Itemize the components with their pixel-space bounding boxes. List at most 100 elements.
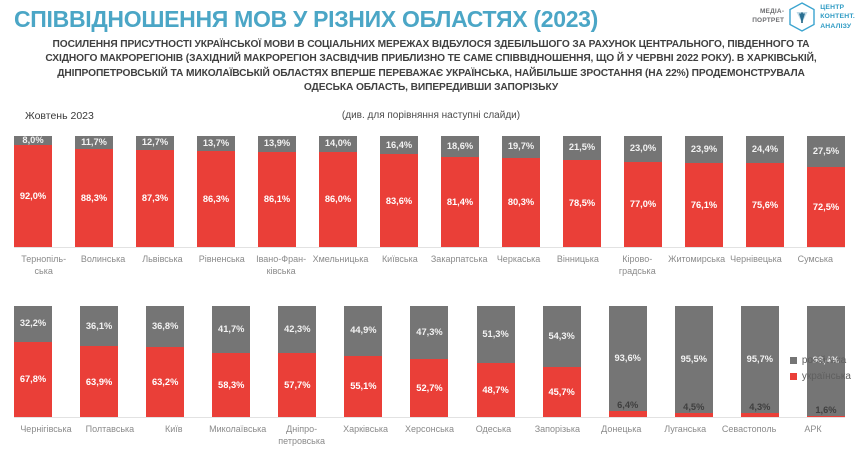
axis-tick-label: Миколаївська [209, 424, 267, 434]
stacked-bar[interactable]: 8,0% 92,0% [14, 134, 52, 248]
stacked-bar[interactable]: 14,0% 86,0% [319, 136, 357, 248]
bar-segment-ukrainian: 55,1% [344, 356, 383, 418]
bar-segment-russian: 14,0% [319, 136, 357, 152]
chart-bottom: 32,2% 67,8% 36,1% 63,9% 36,8% 63,2% 41,7% 58,3%… [0, 300, 859, 457]
stacked-bar[interactable]: 54,3% 45,7% [542, 306, 581, 418]
chart-top-plot: 8,0% 92,0% 11,7% 88,3% 12,7% 87,3% 13,7% 86,3% 1… [14, 130, 845, 248]
stacked-bar[interactable]: 93,6% 6,4% [608, 306, 647, 418]
bar-value-label: 1,6% [815, 404, 837, 415]
brand-logo: МЕДІА- ПОРТРЕТ ЦЕНТР КОНТЕНТ. АНАЛІЗУ [752, 2, 855, 32]
stacked-bar[interactable]: 36,8% 63,2% [146, 306, 185, 418]
stacked-bar[interactable]: 42,3% 57,7% [278, 306, 317, 418]
bar-value-label: 63,2% [151, 376, 179, 387]
axis-tick-label: Дніпро- петровська [278, 424, 326, 446]
axis-tick-label: Черкаська [496, 254, 541, 264]
bar-segment-russian: 51,3% [476, 306, 515, 364]
bar-segment-ukrainian: 72,5% [807, 166, 845, 248]
bar-value-label: 95,7% [746, 353, 774, 364]
bar-segment-ukrainian: 83,6% [380, 154, 418, 248]
bar-value-label: 6,4% [617, 399, 639, 410]
stacked-bar[interactable]: 23,9% 76,1% [685, 136, 723, 248]
bar-segment-russian: 12,7% [136, 136, 174, 151]
axis-tick-label: Запорізька [534, 424, 580, 434]
bar-value-label: 87,3% [141, 193, 169, 204]
axis-tick-label: Київська [381, 254, 418, 264]
bar-segment-ukrainian: 67,8% [14, 342, 52, 418]
bar-segment-ukrainian: 1,6% [806, 405, 845, 418]
stacked-bar[interactable]: 95,5% 4,5% [674, 306, 713, 418]
stacked-bar[interactable]: 13,7% 86,3% [197, 136, 235, 248]
stacked-bar[interactable]: 23,0% 77,0% [624, 136, 662, 248]
bar-segment-russian: 98,4% [806, 306, 845, 417]
bar-value-label: 13,7% [202, 138, 230, 149]
bar-value-label: 58,3% [218, 379, 245, 390]
chart-bottom-axis: Чернігівська Полтавська Київ Миколаївська Дн… [14, 418, 845, 447]
stacked-bar[interactable]: 47,3% 52,7% [410, 306, 449, 418]
stacked-bar[interactable]: 11,7% 88,3% [75, 136, 113, 248]
stacked-bar[interactable]: 36,1% 63,9% [80, 306, 119, 418]
bar-value-label: 80,3% [507, 197, 535, 208]
bar-segment-ukrainian: 80,3% [502, 158, 540, 248]
bar-value-label: 93,6% [614, 352, 641, 363]
bar-value-label: 47,3% [416, 326, 443, 337]
bar-value-label: 86,3% [202, 194, 230, 205]
stacked-bar[interactable]: 27,5% 72,5% [807, 136, 845, 248]
bar-value-label: 23,9% [690, 143, 718, 154]
bar-segment-ukrainian: 52,7% [410, 358, 449, 418]
bar-segment-russian: 13,9% [258, 136, 296, 152]
axis-tick-label: Херсонська [405, 424, 454, 434]
bar-segment-ukrainian: 48,7% [476, 363, 515, 418]
stacked-bar[interactable]: 24,4% 75,6% [746, 136, 784, 248]
stacked-bar[interactable]: 12,7% 87,3% [136, 136, 174, 248]
bar-value-label: 41,7% [218, 323, 245, 334]
logo-right-line-1: ЦЕНТР [820, 3, 845, 11]
bar-segment-russian: 19,7% [502, 136, 540, 159]
bar-value-label: 14,0% [324, 138, 352, 149]
bar-segment-russian: 21,5% [563, 136, 601, 161]
bar-column: 21,5% 78,5% [563, 136, 601, 248]
bar-segment-russian: 27,5% [807, 136, 845, 167]
bar-segment-russian: 23,9% [685, 136, 723, 163]
stacked-bar[interactable]: 21,5% 78,5% [563, 136, 601, 248]
hexagon-logo-icon [789, 2, 815, 32]
axis-tick-label: Рівненська [198, 254, 245, 264]
stacked-bar[interactable]: 41,7% 58,3% [212, 306, 251, 418]
stacked-bar[interactable]: 32,2% 67,8% [14, 306, 52, 418]
legend-item[interactable]: українська [789, 371, 851, 382]
bar-value-label: 23,0% [629, 143, 657, 154]
bar-value-label: 86,0% [324, 194, 352, 205]
bar-column: 36,1% 63,9% [80, 306, 119, 418]
stacked-bar[interactable]: 18,6% 81,4% [441, 136, 479, 248]
stacked-bar[interactable]: 95,7% 4,3% [740, 306, 779, 418]
bar-value-label: 8,0% [22, 134, 44, 145]
legend-item[interactable]: російська [789, 355, 851, 366]
stacked-bar[interactable]: 19,7% 80,3% [502, 136, 540, 248]
bar-value-label: 55,1% [350, 381, 377, 392]
bar-segment-ukrainian: 81,4% [441, 156, 479, 248]
bar-segment-russian: 54,3% [542, 306, 581, 367]
logo-line-1: МЕДІА- [759, 8, 785, 16]
axis-tick-label: АРК [804, 424, 822, 434]
stacked-bar[interactable]: 16,4% 83,6% [380, 136, 418, 248]
bar-segment-russian: 93,6% [608, 306, 647, 411]
axis-tick-label: Закарпатська [430, 254, 488, 264]
bar-column: 24,4% 75,6% [746, 136, 784, 248]
bar-value-label: 44,9% [350, 325, 377, 336]
logo-right-line-2: КОНТЕНТ. [820, 13, 855, 21]
bar-column: 18,6% 81,4% [441, 136, 479, 248]
chart-bottom-plot: 32,2% 67,8% 36,1% 63,9% 36,8% 63,2% 41,7% 58,3%… [14, 300, 845, 418]
bar-column: 95,7% 4,3% [740, 306, 779, 418]
stacked-bar[interactable]: 44,9% 55,1% [344, 306, 383, 418]
bar-column: 8,0% 92,0% [14, 134, 52, 248]
bar-segment-russian: 18,6% [441, 136, 479, 157]
stacked-bar[interactable]: 13,9% 86,1% [258, 136, 296, 248]
stacked-bar[interactable]: 51,3% 48,7% [476, 306, 515, 418]
axis-tick-label: Одеська [475, 424, 512, 434]
bar-value-label: 52,7% [416, 382, 443, 393]
bar-value-label: 51,3% [482, 329, 509, 340]
bar-segment-ukrainian: 86,0% [319, 151, 357, 248]
bar-column: 13,7% 86,3% [197, 136, 235, 248]
bar-column: 54,3% 45,7% [542, 306, 581, 418]
bar-column: 36,8% 63,2% [146, 306, 185, 418]
